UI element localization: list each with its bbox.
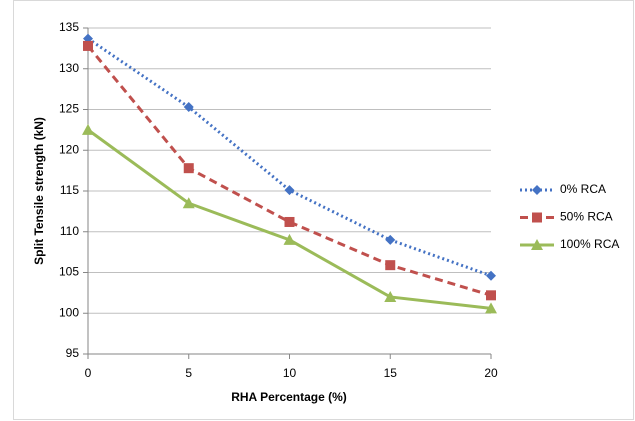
marker xyxy=(284,185,295,196)
marker xyxy=(182,197,195,209)
y-tick-label: 100 xyxy=(59,305,79,319)
x-axis-title: RHA Percentage (%) xyxy=(231,390,347,404)
marker xyxy=(486,270,496,281)
marker xyxy=(385,234,396,245)
marker xyxy=(385,260,396,271)
marker xyxy=(486,290,496,301)
series-line xyxy=(87,37,492,278)
x-tick-label: 20 xyxy=(484,366,498,380)
y-tick-label: 110 xyxy=(60,224,79,238)
y-tick-label: 95 xyxy=(66,346,80,360)
legend-marker xyxy=(532,185,542,195)
y-tick-label: 105 xyxy=(59,265,79,279)
marker xyxy=(183,102,194,113)
marker xyxy=(284,216,295,227)
y-tick-label: 135 xyxy=(59,20,79,34)
marker xyxy=(283,233,296,245)
legend-marker xyxy=(532,212,542,223)
legend-marker xyxy=(531,239,543,250)
marker xyxy=(83,40,93,51)
y-tick-label: 120 xyxy=(59,142,79,156)
legend-label: 50% RCA xyxy=(560,210,613,224)
marker xyxy=(82,123,94,135)
y-tick-label: 115 xyxy=(60,183,79,197)
y-tick-label: 130 xyxy=(59,61,79,75)
x-tick-label: 10 xyxy=(283,366,297,380)
marker xyxy=(183,163,194,174)
marker xyxy=(485,302,497,314)
x-tick-label: 0 xyxy=(85,366,92,380)
series-line xyxy=(86,44,492,297)
legend-label: 100% RCA xyxy=(560,237,619,251)
marker xyxy=(384,290,397,302)
x-tick-label: 5 xyxy=(185,366,192,380)
legend-label: 0% RCA xyxy=(560,182,606,196)
x-tick-label: 15 xyxy=(384,366,398,380)
y-tick-label: 125 xyxy=(59,102,79,116)
y-axis-title: Split Tensile strength (kN) xyxy=(32,117,46,265)
chart-frame xyxy=(13,0,634,420)
